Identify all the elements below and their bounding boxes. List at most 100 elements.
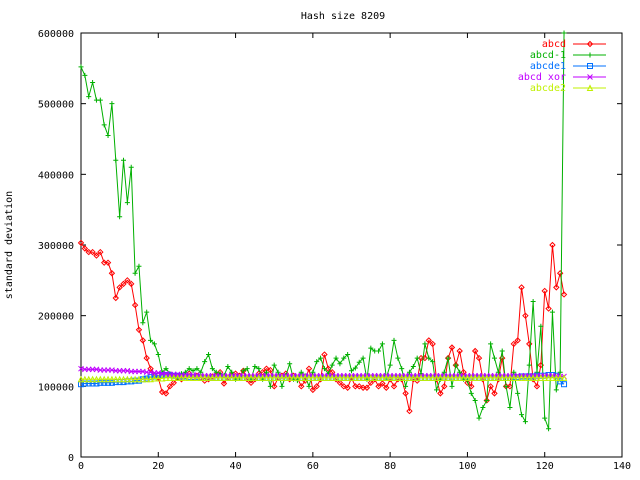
data-point bbox=[498, 374, 506, 381]
data-point bbox=[545, 305, 552, 312]
data-point bbox=[449, 383, 455, 389]
data-point bbox=[93, 375, 100, 383]
data-point bbox=[81, 375, 89, 383]
data-point bbox=[487, 383, 494, 390]
data-point bbox=[104, 259, 112, 266]
data-point bbox=[541, 374, 549, 381]
series-line bbox=[80, 32, 565, 429]
data-point bbox=[518, 374, 525, 381]
data-point bbox=[186, 366, 192, 372]
data-point bbox=[116, 375, 123, 383]
data-point bbox=[499, 348, 505, 354]
data-point bbox=[368, 345, 374, 351]
data-point bbox=[244, 366, 250, 372]
data-point bbox=[282, 374, 290, 381]
data-point bbox=[460, 374, 467, 381]
data-point bbox=[128, 280, 135, 288]
data-point bbox=[542, 415, 548, 421]
legend-marker bbox=[587, 63, 593, 69]
data-point bbox=[290, 374, 297, 381]
data-point bbox=[530, 299, 536, 305]
data-point bbox=[263, 369, 269, 375]
data-point bbox=[77, 239, 85, 247]
data-point bbox=[189, 374, 197, 381]
data-point bbox=[313, 374, 321, 381]
data-point bbox=[305, 365, 313, 372]
data-point bbox=[294, 374, 301, 381]
data-point bbox=[309, 386, 317, 394]
data-point bbox=[329, 362, 335, 368]
data-point bbox=[533, 374, 541, 381]
data-point bbox=[525, 374, 533, 381]
data-point bbox=[151, 374, 158, 382]
data-point bbox=[274, 374, 282, 381]
data-point bbox=[538, 323, 544, 329]
data-point bbox=[314, 359, 320, 365]
data-point bbox=[101, 379, 108, 386]
data-point bbox=[185, 374, 193, 381]
data-point bbox=[108, 270, 116, 277]
data-point bbox=[476, 415, 482, 421]
data-point bbox=[247, 374, 255, 381]
data-point bbox=[434, 387, 440, 393]
data-point bbox=[101, 122, 107, 128]
data-point bbox=[464, 374, 471, 381]
data-point bbox=[158, 374, 166, 382]
legend-label: abcd xor bbox=[518, 72, 566, 83]
data-point bbox=[170, 379, 177, 387]
data-point bbox=[541, 287, 548, 295]
data-point bbox=[468, 390, 474, 396]
data-point bbox=[93, 380, 100, 387]
data-point bbox=[209, 366, 215, 372]
data-point bbox=[560, 291, 568, 298]
y-axis-label: standard deviation bbox=[4, 191, 15, 299]
y-tick-label: 200000 bbox=[38, 312, 74, 323]
data-point bbox=[549, 241, 556, 249]
data-point bbox=[475, 374, 483, 381]
data-point bbox=[383, 384, 390, 391]
data-point bbox=[170, 374, 178, 381]
data-point bbox=[279, 383, 285, 389]
data-point bbox=[155, 352, 161, 358]
data-point bbox=[506, 383, 514, 390]
data-point bbox=[240, 368, 246, 374]
data-point bbox=[220, 374, 228, 381]
data-point bbox=[332, 374, 340, 381]
legend-label: abcd-1 bbox=[530, 50, 566, 61]
data-point bbox=[297, 374, 305, 381]
x-tick-label: 120 bbox=[536, 461, 554, 472]
data-point bbox=[371, 374, 378, 381]
data-point bbox=[333, 355, 339, 361]
x-tick-label: 40 bbox=[230, 461, 242, 472]
data-point bbox=[433, 374, 440, 381]
data-point bbox=[337, 361, 343, 367]
data-point bbox=[437, 390, 444, 397]
data-point bbox=[345, 352, 351, 358]
data-point bbox=[317, 374, 324, 381]
data-point bbox=[85, 380, 92, 387]
data-point bbox=[491, 355, 497, 361]
data-point bbox=[81, 380, 88, 387]
data-point bbox=[252, 364, 258, 370]
data-point bbox=[202, 359, 208, 365]
data-point bbox=[140, 320, 146, 326]
data-point bbox=[340, 383, 347, 390]
data-point bbox=[93, 252, 100, 259]
chart-title: Hash size 8209 bbox=[301, 11, 385, 22]
data-point bbox=[483, 397, 490, 404]
x-tick-label: 140 bbox=[613, 461, 631, 472]
data-point bbox=[298, 383, 305, 390]
data-point bbox=[402, 374, 409, 381]
data-point bbox=[255, 374, 263, 381]
data-point bbox=[263, 374, 270, 381]
data-point bbox=[278, 374, 286, 381]
data-point bbox=[267, 374, 274, 381]
x-tick-label: 60 bbox=[307, 461, 319, 472]
data-point bbox=[375, 374, 382, 381]
data-point bbox=[453, 362, 459, 368]
data-point bbox=[394, 374, 402, 381]
data-point bbox=[97, 97, 103, 103]
data-point bbox=[518, 284, 525, 291]
data-point bbox=[86, 94, 92, 100]
